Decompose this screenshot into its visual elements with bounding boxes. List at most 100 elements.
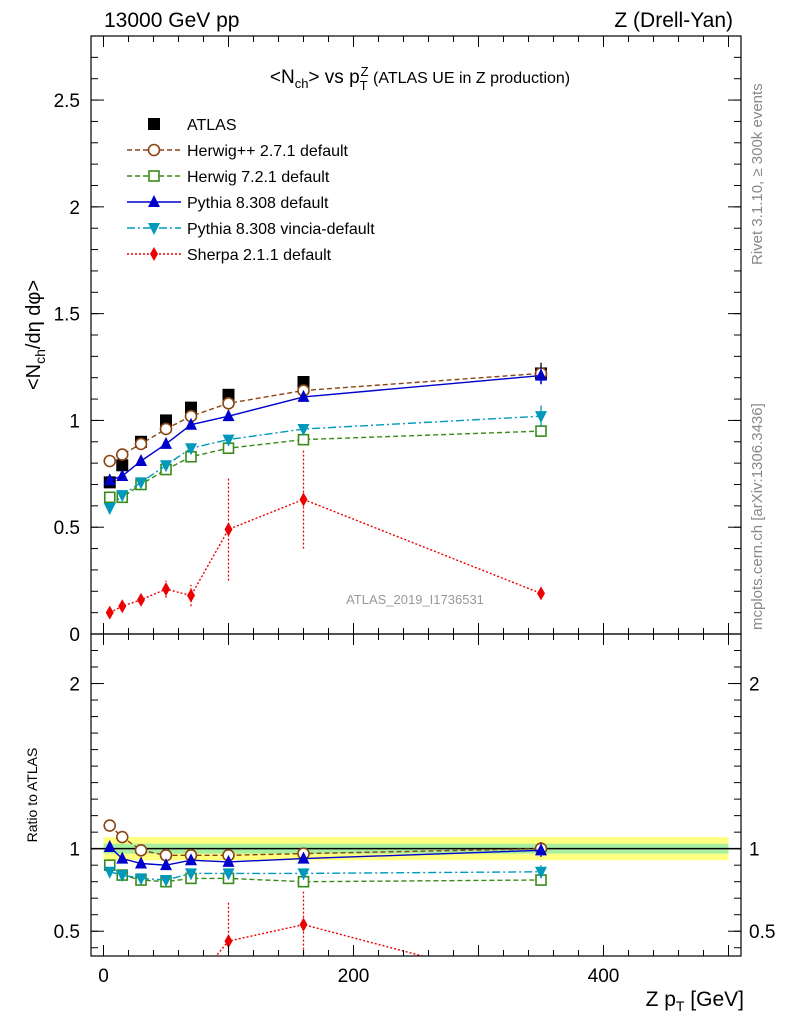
data-point [299, 492, 308, 507]
chart-title-text: <Nch> vs pTZ (ATLAS UE in Z production) [270, 64, 570, 93]
ratio-point [224, 934, 233, 949]
ratio-point [160, 858, 172, 871]
watermark: ATLAS_2019_I1736531 [346, 592, 484, 607]
legend-label: Herwig 7.2.1 default [187, 169, 330, 186]
plot-frame [90, 633, 742, 957]
legend-marker [148, 223, 160, 235]
data-point [137, 592, 145, 607]
data-point [222, 409, 235, 422]
x-axis-label-text: Z pT [GeV] [646, 988, 744, 1014]
y-tick-label: 1 [69, 411, 80, 432]
legend-item: Herwig 7.2.1 default [127, 169, 330, 186]
data-point [103, 491, 116, 504]
data-point [222, 397, 235, 410]
legend-item: Pythia 8.308 default [127, 195, 329, 212]
legend-label: ATLAS [187, 117, 237, 134]
ratio-line [215, 923, 425, 956]
ratio-y-tick-label: 2 [69, 675, 80, 696]
y-tick-label: 1.5 [54, 305, 80, 326]
legend-marker [148, 170, 160, 182]
ratio-series-pythia-8-308-vincia-default [103, 865, 547, 888]
data-point [160, 460, 172, 473]
ratio-point [185, 868, 197, 881]
data-point [537, 586, 545, 601]
header-left: 13000 GeV pp [104, 9, 239, 32]
chart-title: <Nch> vs pTZ (ATLAS UE in Z production) [270, 64, 570, 93]
y-tick-label: 0.5 [54, 518, 80, 539]
legend-label: Pythia 8.308 vincia-default [187, 221, 375, 238]
ratio-point [160, 875, 172, 888]
ratio-line [109, 871, 542, 881]
legend-item: Herwig++ 2.7.1 default [127, 143, 349, 160]
data-point [105, 605, 114, 620]
legend-item: Pythia 8.308 vincia-default [127, 221, 375, 238]
data-point [187, 588, 195, 603]
ratio-point [115, 830, 129, 844]
data-point [185, 443, 197, 456]
series-herwig-7-2-1-default [103, 425, 547, 504]
data-point [103, 473, 116, 486]
data-point [185, 417, 197, 430]
mcplots-label: mcplots.cern.ch [arXiv:1306.3436] [749, 403, 766, 630]
legend-label: Herwig++ 2.7.1 default [187, 143, 349, 160]
series-pythia-8-308-vincia-default [103, 405, 547, 515]
data-point [116, 490, 129, 503]
ratio-point [535, 866, 547, 879]
data-point [162, 582, 170, 597]
legend-label: Sherpa 2.1.1 default [187, 247, 332, 264]
rivet-label: Rivet 3.1.10, ≥ 300k events [749, 83, 766, 265]
series-sherpa-2-1-1-default [105, 450, 545, 620]
data-point [103, 454, 117, 468]
ratio-point [118, 980, 126, 994]
ratio-y-tick-label-right: 2 [749, 675, 760, 696]
header-right: Z (Drell-Yan) [614, 9, 733, 32]
ratio-point [135, 856, 147, 869]
ratio-panel: 0.5 0.5 1 1 2 2 0 200 400 Ratio to ATLAS Z pT [G… [24, 633, 775, 1014]
legend-label: Pythia 8.308 default [187, 195, 329, 212]
ratio-point [297, 868, 310, 881]
ratio-series-sherpa-2-1-1-default [118, 891, 545, 994]
data-point [222, 388, 235, 401]
ratio-point [116, 851, 129, 864]
ratio-series-pythia-8-308-default [103, 840, 547, 871]
ratio-point [222, 854, 235, 867]
data-point [160, 436, 172, 449]
ratio-point [187, 979, 195, 993]
ratio-point [535, 843, 547, 856]
x-tick-label: 400 [588, 966, 620, 987]
data-point [116, 459, 129, 472]
x-axis-label: Z pT [GeV] [646, 988, 744, 1014]
y-axis-label: <Nch/dη dφ> [23, 280, 48, 390]
data-point [224, 522, 233, 537]
series-line [109, 430, 542, 498]
legend: ATLAS Herwig++ 2.7.1 default Herwig 7.2.1 … [127, 117, 375, 264]
data-point [297, 433, 310, 446]
x-tick-label: 0 [98, 966, 109, 987]
data-point [159, 422, 173, 436]
ratio-point [537, 980, 545, 994]
data-point [535, 368, 547, 381]
legend-marker [148, 195, 160, 207]
legend-item: ATLAS [148, 117, 237, 134]
series-line [109, 372, 542, 462]
data-point [160, 414, 172, 427]
data-point [118, 599, 127, 614]
data-point [103, 502, 116, 515]
ratio-point [116, 870, 129, 883]
ratio-point [222, 868, 235, 881]
y-tick-label: 2.5 [54, 91, 80, 112]
series-line [109, 374, 542, 481]
ratio-point [299, 917, 308, 932]
ratio-point [185, 853, 197, 866]
legend-marker [150, 247, 158, 261]
ratio-y-tick-label: 0.5 [54, 922, 80, 943]
ratio-y-tick-label: 1 [69, 840, 80, 861]
data-point [297, 423, 310, 436]
y-tick-label: 0 [69, 625, 80, 646]
ratio-point [134, 844, 148, 857]
ratio-point [162, 972, 170, 986]
ratio-point [103, 840, 116, 853]
legend-marker [148, 118, 160, 130]
ratio-y-tick-label-right: 0.5 [749, 922, 775, 943]
